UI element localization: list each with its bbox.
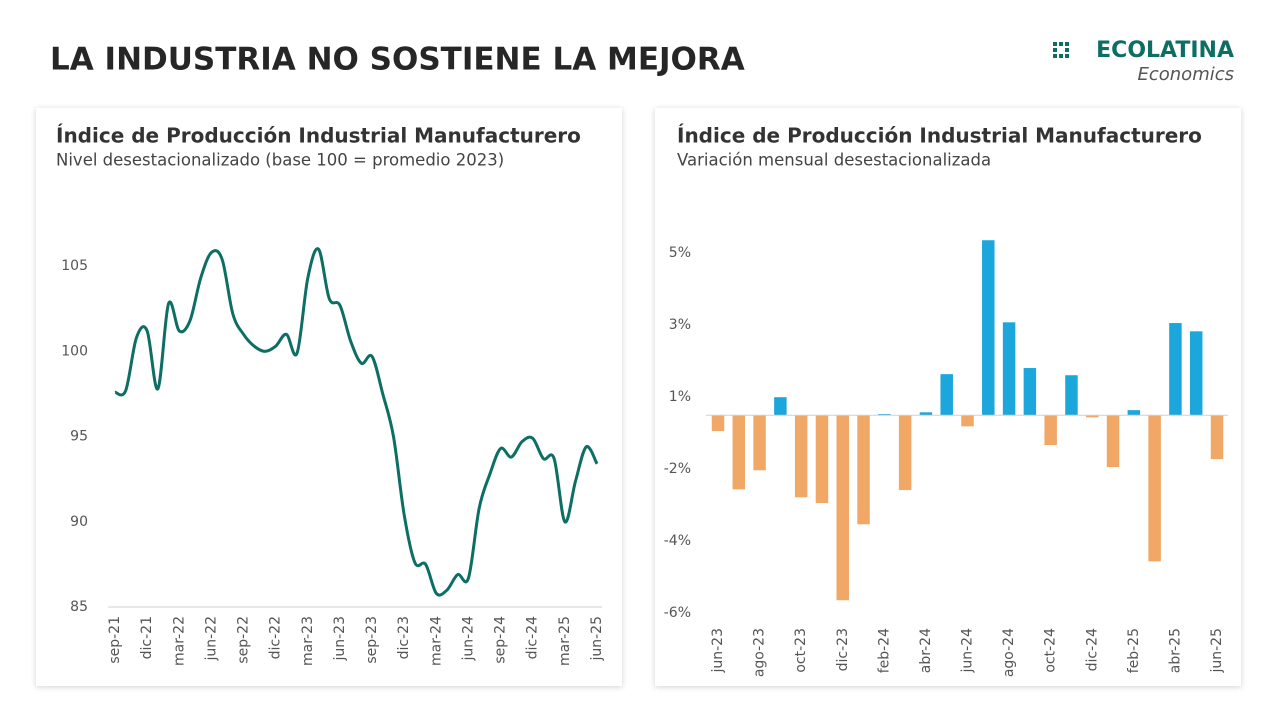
bar	[1002, 322, 1016, 416]
bar	[774, 397, 787, 416]
x-tick-label: abr-24	[918, 628, 934, 673]
bar	[753, 415, 766, 471]
panel	[36, 108, 622, 686]
x-tick-label: jun-25	[1209, 628, 1225, 674]
bar	[711, 415, 725, 432]
x-tick-label: oct-23	[793, 628, 809, 673]
bar	[815, 415, 829, 504]
x-tick-label: mar-25	[557, 616, 573, 666]
bar	[794, 415, 808, 498]
bar	[1169, 323, 1182, 416]
bar	[898, 415, 912, 491]
logo-name: ECOLATINA	[1096, 38, 1234, 63]
logo-icon	[1053, 42, 1069, 58]
bar	[1210, 415, 1224, 460]
chart-title: Índice de Producción Industrial Manufact…	[56, 124, 581, 148]
x-tick-label: jun-25	[589, 616, 605, 662]
x-tick-label: jun-23	[332, 616, 348, 662]
logo: ECOLATINA Economics	[1053, 38, 1234, 85]
bar	[1189, 331, 1203, 416]
x-tick-label: oct-24	[1043, 628, 1059, 673]
x-tick-label: dic-24	[525, 616, 541, 659]
chart-title: Índice de Producción Industrial Manufact…	[677, 124, 1202, 148]
x-tick-label: feb-25	[1126, 628, 1142, 673]
y-tick-label: -2%	[664, 461, 691, 477]
bar	[940, 374, 953, 416]
x-tick-label: dic-23	[396, 616, 412, 659]
bar	[857, 415, 870, 525]
x-tick-label: ago-23	[752, 628, 768, 677]
x-tick-label: dic-24	[1084, 628, 1100, 671]
y-tick-label: -4%	[664, 533, 691, 549]
bar	[1148, 415, 1161, 562]
x-tick-label: jun-24	[460, 616, 476, 662]
bar	[1106, 415, 1120, 468]
y-tick-label: 3%	[669, 317, 691, 333]
x-tick-label: ago-24	[1001, 628, 1017, 677]
slide-title: LA INDUSTRIA NO SOSTIENE LA MEJORA	[50, 42, 745, 78]
x-tick-label: jun-24	[960, 628, 976, 674]
x-tick-label: jun-22	[203, 616, 219, 662]
x-tick-label: sep-22	[236, 616, 252, 664]
x-tick-label: sep-21	[107, 616, 123, 664]
logo-tagline: Economics	[1137, 64, 1234, 85]
x-tick-label: sep-24	[493, 616, 509, 664]
bar	[732, 415, 746, 490]
bar	[1044, 415, 1057, 446]
x-tick-label: dic-23	[835, 628, 851, 671]
y-tick-label: 105	[61, 258, 88, 274]
bar	[1127, 410, 1141, 416]
x-tick-label: abr-25	[1167, 628, 1183, 673]
y-tick-label: 90	[70, 514, 88, 530]
bar	[1065, 375, 1078, 416]
x-tick-label: jun-23	[710, 628, 726, 674]
line-series	[114, 247, 599, 597]
y-tick-label: -6%	[664, 605, 691, 621]
x-tick-label: mar-23	[300, 616, 316, 666]
x-tick-label: feb-24	[876, 628, 892, 673]
y-tick-label: 95	[70, 429, 88, 445]
bar	[1086, 415, 1099, 418]
x-tick-label: dic-22	[268, 616, 284, 659]
bar	[982, 240, 995, 416]
y-tick-label: 5%	[669, 245, 691, 261]
x-tick-label: dic-21	[139, 616, 155, 659]
bar	[836, 415, 849, 601]
bar	[1023, 368, 1037, 416]
chart-subtitle: Nivel desestacionalizado (base 100 = pro…	[56, 151, 504, 170]
x-tick-label: mar-22	[171, 616, 187, 666]
y-tick-label: 85	[70, 599, 88, 615]
chart-subtitle: Variación mensual desestacionalizada	[677, 151, 991, 170]
x-tick-label: mar-24	[428, 616, 444, 666]
bar	[961, 415, 974, 427]
y-tick-label: 1%	[669, 389, 691, 405]
x-tick-label: sep-23	[364, 616, 380, 664]
bar	[878, 414, 891, 416]
y-tick-label: 100	[61, 343, 88, 359]
bar	[919, 412, 933, 416]
